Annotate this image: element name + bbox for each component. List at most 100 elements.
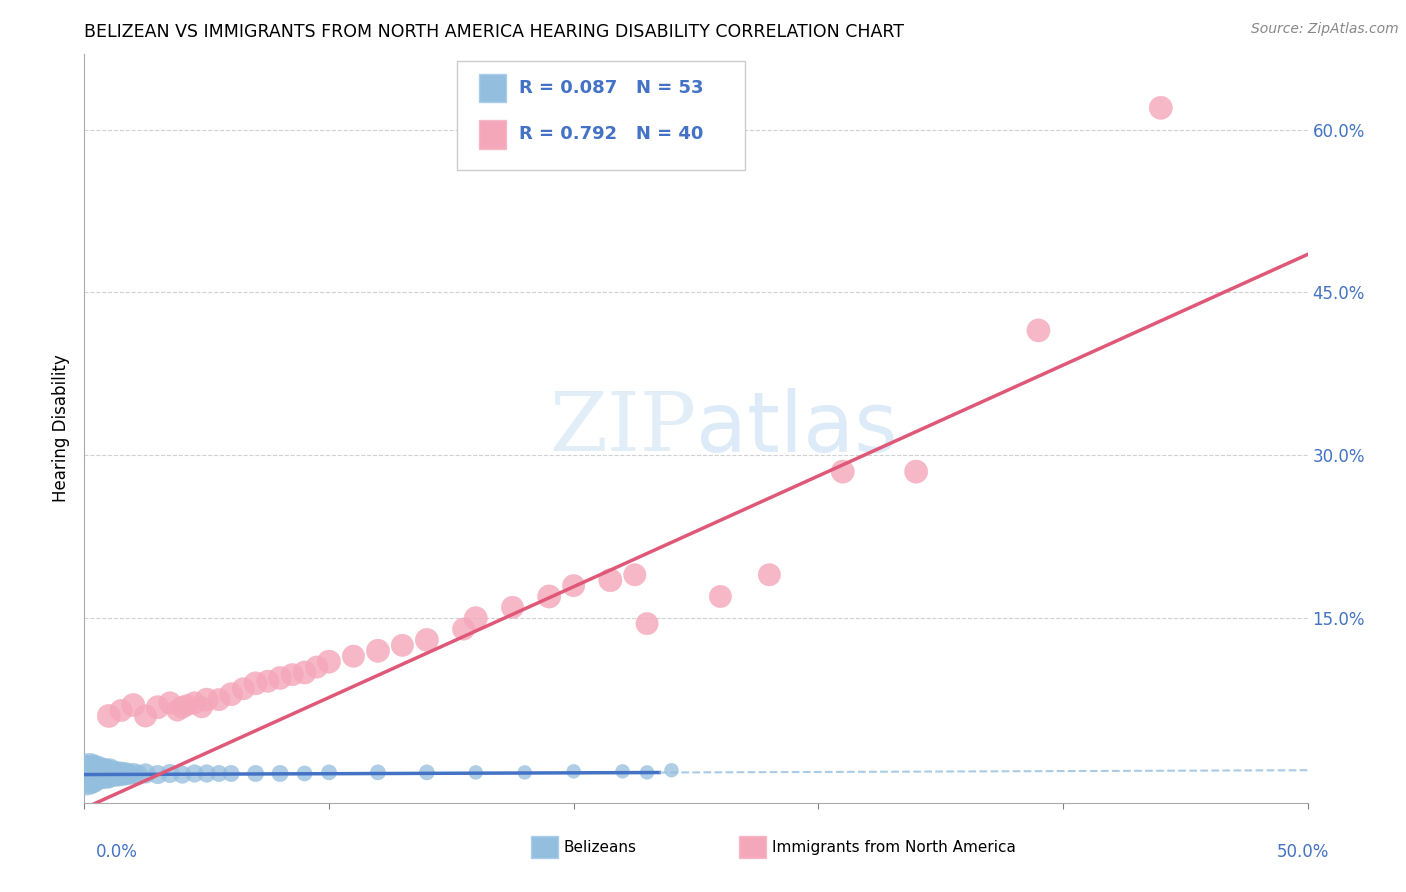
Point <box>367 644 389 658</box>
Text: Immigrants from North America: Immigrants from North America <box>772 839 1015 855</box>
Point <box>305 660 328 674</box>
Bar <box>531 836 558 858</box>
Point <box>97 709 120 723</box>
Point <box>464 765 486 780</box>
Point <box>367 765 389 780</box>
Point <box>342 649 364 664</box>
Point <box>1150 101 1173 115</box>
Point <box>110 704 132 718</box>
Point <box>294 665 316 680</box>
Point <box>391 638 413 652</box>
Point <box>76 770 98 784</box>
Y-axis label: Hearing Disability: Hearing Disability <box>52 354 70 502</box>
Point <box>195 766 218 780</box>
Text: Source: ZipAtlas.com: Source: ZipAtlas.com <box>1251 22 1399 37</box>
Point <box>83 765 105 780</box>
Point <box>87 767 110 781</box>
Point <box>464 611 486 625</box>
Point <box>191 700 214 714</box>
Point <box>96 766 118 780</box>
Point <box>90 769 112 783</box>
Point <box>80 766 103 780</box>
Point <box>269 671 291 685</box>
Point <box>135 766 157 780</box>
Point <box>172 767 194 781</box>
Text: R = 0.087   N = 53: R = 0.087 N = 53 <box>519 79 703 97</box>
Point <box>86 769 108 783</box>
Point <box>97 767 120 781</box>
Point <box>636 616 658 631</box>
Point <box>159 696 181 710</box>
Point <box>257 674 280 689</box>
Point <box>502 600 524 615</box>
Point <box>146 700 169 714</box>
Point <box>195 692 218 706</box>
Point <box>1028 323 1050 337</box>
Point <box>758 567 780 582</box>
Point <box>103 767 125 781</box>
Text: R = 0.792   N = 40: R = 0.792 N = 40 <box>519 126 703 144</box>
Point <box>453 622 475 636</box>
Point <box>127 767 149 781</box>
Point <box>86 764 108 779</box>
Point <box>183 766 205 780</box>
Point <box>176 698 198 712</box>
Point <box>100 766 122 780</box>
FancyBboxPatch shape <box>457 61 745 169</box>
Point <box>105 766 128 780</box>
Point <box>183 696 205 710</box>
Point <box>709 590 731 604</box>
Point <box>77 763 100 777</box>
Point <box>318 655 340 669</box>
Point <box>122 766 145 780</box>
Point <box>281 667 304 681</box>
Bar <box>738 836 766 858</box>
Point <box>318 765 340 780</box>
Point <box>636 765 658 780</box>
Point <box>208 692 231 706</box>
Point <box>90 766 112 780</box>
Text: 0.0%: 0.0% <box>96 843 138 861</box>
Point <box>219 687 242 701</box>
Point <box>166 704 188 718</box>
Point <box>110 766 132 780</box>
Point <box>562 579 585 593</box>
Point <box>117 767 139 781</box>
Point <box>416 632 439 647</box>
Point <box>83 767 105 781</box>
Point <box>538 590 561 604</box>
Point <box>831 465 853 479</box>
Point <box>93 767 115 781</box>
Point <box>416 765 439 780</box>
Point <box>87 765 110 780</box>
Text: ZIP: ZIP <box>548 388 696 468</box>
Point <box>80 770 103 784</box>
Point <box>76 765 98 780</box>
Point <box>96 769 118 783</box>
Point <box>905 465 928 479</box>
Point <box>661 763 683 777</box>
Point <box>599 573 621 587</box>
Point <box>112 767 135 781</box>
Point <box>232 681 254 696</box>
Text: 50.0%: 50.0% <box>1277 843 1329 861</box>
Text: BELIZEAN VS IMMIGRANTS FROM NORTH AMERICA HEARING DISABILITY CORRELATION CHART: BELIZEAN VS IMMIGRANTS FROM NORTH AMERIC… <box>84 23 904 41</box>
Point <box>294 766 316 780</box>
Point <box>93 765 115 780</box>
Point <box>77 769 100 783</box>
Point <box>146 767 169 781</box>
Point <box>159 766 181 780</box>
Point <box>208 766 231 780</box>
Point <box>115 766 138 780</box>
Point <box>122 698 145 712</box>
Point <box>269 766 291 780</box>
Bar <box>479 120 506 149</box>
Point <box>77 767 100 781</box>
Point <box>97 765 120 780</box>
Point <box>513 765 536 780</box>
Bar <box>479 74 506 103</box>
Point <box>562 764 585 779</box>
Point <box>135 709 157 723</box>
Point <box>219 766 242 780</box>
Point <box>245 676 267 690</box>
